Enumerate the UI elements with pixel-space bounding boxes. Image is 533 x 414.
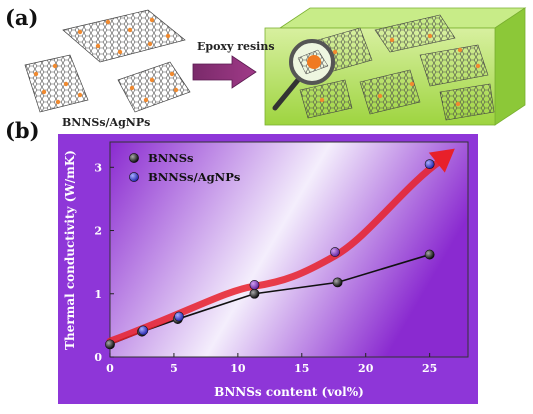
y-tick-label: 3 bbox=[94, 161, 102, 174]
bnns-sheet-left bbox=[24, 54, 89, 113]
bnns-sheet-right bbox=[117, 61, 191, 113]
y-axis-label: Thermal conductivity (W/mK) bbox=[63, 150, 77, 350]
x-tick-label: 0 bbox=[106, 362, 114, 375]
data-point-bnnss bbox=[105, 339, 115, 350]
legend-label: BNNSs/AgNPs bbox=[148, 170, 240, 184]
x-axis-label: BNNSs content (vol%) bbox=[214, 385, 364, 399]
legend-marker bbox=[129, 172, 139, 182]
panel-a-schematic bbox=[24, 7, 527, 126]
data-point-bnnss bbox=[249, 288, 260, 299]
x-tick-label: 20 bbox=[358, 362, 374, 375]
data-point-bnnss-agnps bbox=[424, 159, 435, 170]
data-point-bnnss-agnps bbox=[249, 280, 260, 290]
x-tick-label: 10 bbox=[230, 362, 246, 375]
filler-caption: BNNSs/AgNPs bbox=[62, 116, 151, 129]
data-point-bnnss bbox=[424, 249, 435, 260]
y-tick-label: 1 bbox=[94, 288, 102, 301]
panel-a-label: (a) bbox=[5, 5, 39, 30]
trend-arrow-head bbox=[428, 148, 455, 173]
data-point-bnnss bbox=[332, 277, 343, 288]
y-tick-label: 2 bbox=[94, 225, 102, 238]
data-point-bnnss-agnps bbox=[174, 311, 184, 322]
process-arrow bbox=[192, 55, 257, 89]
trend-arrow-shaft bbox=[106, 157, 445, 345]
legend-marker bbox=[129, 153, 139, 163]
magnifier-icon bbox=[272, 39, 335, 111]
y-tick-label: 0 bbox=[94, 351, 102, 364]
bnns-sheet-top bbox=[62, 9, 186, 63]
arrow-label: Epoxy resins bbox=[197, 40, 275, 53]
legend-label: BNNSs bbox=[148, 151, 194, 165]
data-point-bnnss-agnps bbox=[330, 247, 340, 257]
x-tick-label: 15 bbox=[294, 362, 309, 375]
data-point-bnnss-agnps bbox=[138, 325, 149, 336]
panel-b-label: (b) bbox=[5, 118, 40, 143]
x-tick-label: 25 bbox=[422, 362, 437, 375]
x-tick-label: 5 bbox=[170, 362, 178, 375]
